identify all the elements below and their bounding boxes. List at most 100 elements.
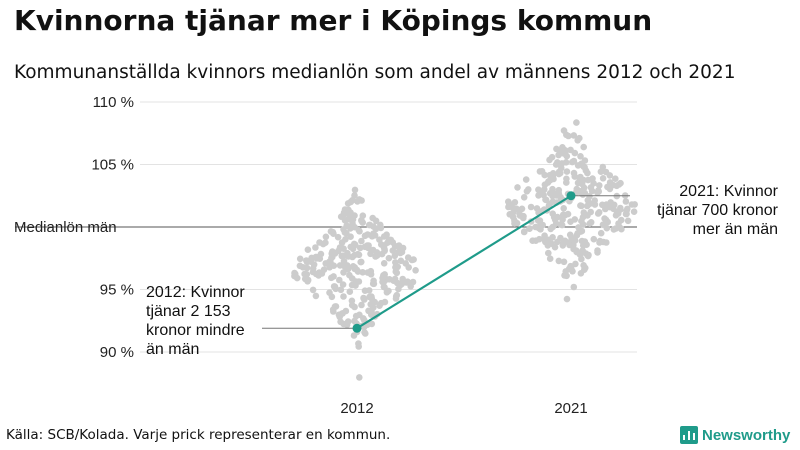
swarm-dot <box>349 197 356 204</box>
swarm-dot <box>372 253 379 260</box>
swarm-dot <box>574 179 582 187</box>
swarm-dot <box>536 168 544 175</box>
swarm-dot <box>402 260 410 267</box>
swarm-dot <box>535 186 542 193</box>
swarm-dot <box>591 197 598 204</box>
swarm-dot <box>556 169 564 177</box>
annotation-leaders <box>262 195 630 329</box>
swarm-dot <box>392 295 400 302</box>
swarm-dot <box>509 213 517 221</box>
swarm-dot <box>560 258 568 266</box>
swarm-dot <box>334 233 342 241</box>
swarm-dot <box>577 173 584 181</box>
swarm-dot <box>516 209 523 217</box>
swarm-dot <box>572 260 579 268</box>
swarm-dot <box>579 247 586 254</box>
swarm-dot <box>370 230 377 237</box>
swarm-dot <box>358 197 365 204</box>
swarm-dot <box>596 182 603 189</box>
swarm-dot <box>358 217 365 225</box>
swarm-dot <box>582 264 589 272</box>
swarm-dot <box>360 315 367 322</box>
swarm-dot <box>604 183 611 191</box>
swarm-dot <box>630 208 638 215</box>
swarm-dot <box>558 221 566 229</box>
swarm-dot <box>511 220 518 227</box>
x-axis-labels: 2012 2021 <box>340 400 587 417</box>
swarm-dot <box>597 229 605 237</box>
swarm-dot <box>612 212 620 219</box>
swarm-dot <box>340 269 347 276</box>
swarm-dot <box>590 180 597 187</box>
swarm-dot <box>555 257 563 265</box>
swarm-dot <box>304 278 311 285</box>
swarm-dot <box>529 237 536 244</box>
swarm-dot <box>368 320 376 328</box>
swarm-dot <box>351 265 358 273</box>
swarm-dot <box>612 175 619 182</box>
swarm-dot <box>597 168 605 175</box>
swarm-dot <box>338 252 346 260</box>
swarm-dot <box>624 205 631 213</box>
swarm-dot <box>599 201 606 209</box>
swarm-dot <box>342 236 349 243</box>
source-note: Källa: SCB/Kolada. Varje prick represent… <box>6 427 391 443</box>
y-tick-label: 90 % <box>100 344 134 361</box>
swarm-dot <box>386 276 393 283</box>
swarm-dot <box>505 203 512 211</box>
chart-title: Kvinnorna tjänar mer i Köpings kommun <box>14 4 653 37</box>
swarm-dot <box>577 153 584 160</box>
swarm-dot <box>304 246 312 253</box>
swarm-dot <box>607 199 614 206</box>
swarm-dot <box>309 286 317 294</box>
swarm-dot <box>312 292 320 300</box>
swarm-dot <box>569 268 576 275</box>
swarm-dots <box>291 119 638 381</box>
swarm-dot <box>521 228 528 235</box>
swarm-dot <box>328 274 335 282</box>
bar-chart-icon <box>680 426 698 444</box>
highlight-point-2021 <box>566 191 576 201</box>
swarm-dot <box>573 185 581 193</box>
swarm-dot <box>563 295 571 303</box>
swarm-dot <box>588 187 596 195</box>
swarm-dot <box>412 267 419 274</box>
swarm-dot <box>548 240 555 247</box>
swarm-dot <box>570 245 577 253</box>
swarm-dot <box>624 217 632 225</box>
highlight-point-2012 <box>352 323 362 333</box>
swarm-dot <box>351 251 358 259</box>
swarm-dot <box>361 329 368 336</box>
swarm-dot <box>580 143 587 151</box>
swarm-dot <box>337 213 345 220</box>
swarm-dot <box>344 318 352 325</box>
swarm-dot <box>554 238 561 246</box>
swarm-dot <box>370 223 377 230</box>
swarm-dot <box>574 162 582 169</box>
swarm-dot <box>586 220 593 227</box>
swarm-dot <box>309 268 317 276</box>
swarm-dot <box>349 244 357 251</box>
swarm-dot <box>361 232 369 240</box>
chart-subtitle: Kommunanställda kvinnors medianlön som a… <box>14 62 736 83</box>
y-axis-labels: 110 % 105 % Medianlön män 95 % 90 % <box>14 94 134 361</box>
swarm-dot <box>548 153 556 161</box>
swarm-dot <box>335 311 343 319</box>
swarm-dot <box>527 203 535 211</box>
swarm-dot <box>319 240 327 248</box>
swarm-dot <box>511 199 519 206</box>
swarm-dot <box>560 205 567 212</box>
annotation-2021: 2021: Kvinnor tjänar 700 kronor mer än m… <box>657 183 778 238</box>
swarm-dot <box>520 194 528 201</box>
swarm-dot <box>380 283 388 291</box>
swarm-dot <box>571 216 579 223</box>
swarm-dot <box>391 275 399 283</box>
y-tick-label: 105 % <box>91 157 134 174</box>
swarm-dot <box>364 269 372 276</box>
swarm-dot <box>573 231 581 239</box>
swarm-dot <box>603 224 611 232</box>
swarm-dot <box>340 293 347 300</box>
swarm-dot <box>348 297 356 305</box>
swarm-dot <box>350 332 358 339</box>
swarm-dot <box>312 253 320 261</box>
